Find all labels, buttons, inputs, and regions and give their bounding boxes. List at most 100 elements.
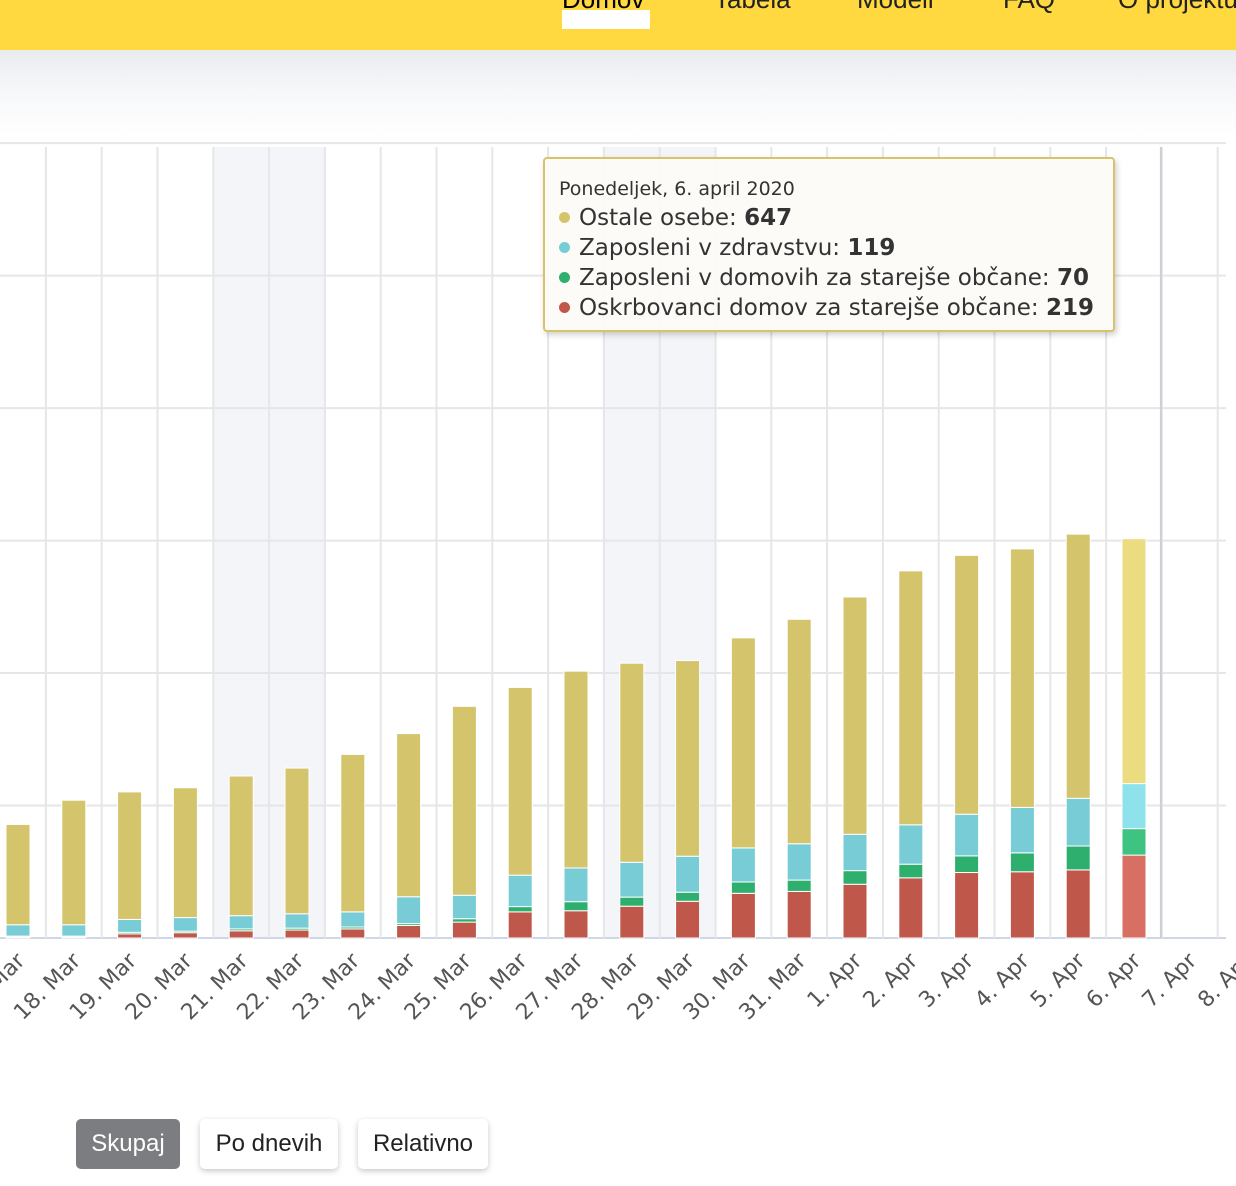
bar-segment[interactable]: [619, 896, 645, 907]
bar-segment[interactable]: [730, 881, 756, 894]
bar-segment[interactable]: [786, 618, 812, 845]
skupaj-button[interactable]: Skupaj: [76, 1119, 180, 1169]
bar-segment[interactable]: [451, 918, 477, 923]
bar-segment[interactable]: [675, 891, 701, 902]
bar-segment[interactable]: [507, 686, 533, 876]
bar-segment[interactable]: [172, 787, 198, 919]
bar-segment[interactable]: [5, 823, 31, 926]
bar-segment[interactable]: [675, 855, 701, 893]
nav-item-modeli[interactable]: Modeli: [857, 0, 934, 15]
bar-segment[interactable]: [1121, 828, 1147, 856]
bar-segment[interactable]: [228, 775, 254, 917]
navbar-shadow: [0, 50, 1236, 136]
tooltip-value: 119: [847, 235, 896, 261]
bar-segment[interactable]: [396, 925, 422, 939]
bar-segment[interactable]: [619, 662, 645, 863]
tooltip-label: Ostale osebe:: [579, 205, 745, 231]
bar-segment[interactable]: [451, 705, 477, 896]
bar-segment[interactable]: [954, 855, 980, 874]
bar-segment[interactable]: [730, 847, 756, 883]
x-tick-label: 6. Apr: [1082, 948, 1147, 1013]
bar-segment[interactable]: [1121, 783, 1147, 830]
bar-segment[interactable]: [1065, 533, 1091, 799]
bar-segment[interactable]: [954, 554, 980, 815]
bar-segment[interactable]: [228, 930, 254, 939]
bar-segment[interactable]: [340, 753, 366, 913]
bar-segment[interactable]: [117, 791, 143, 920]
bar-segment[interactable]: [284, 929, 310, 939]
bar-segment[interactable]: [675, 660, 701, 857]
po-dnevih-button[interactable]: Po dnevih: [200, 1119, 338, 1169]
bar-segment[interactable]: [1065, 797, 1091, 847]
bar-segment[interactable]: [340, 911, 366, 928]
bar-segment[interactable]: [1065, 869, 1091, 939]
bar-segment[interactable]: [898, 824, 924, 865]
bar-segment[interactable]: [396, 896, 422, 925]
bar-segment[interactable]: [5, 924, 31, 937]
bar-segment[interactable]: [842, 596, 868, 835]
bar-segment[interactable]: [786, 879, 812, 892]
bar-segment[interactable]: [563, 910, 589, 939]
bar-segment[interactable]: [396, 733, 422, 898]
bar-segment[interactable]: [507, 911, 533, 939]
bar-segment[interactable]: [898, 863, 924, 879]
bar-segment[interactable]: [619, 861, 645, 898]
bar-segment[interactable]: [507, 874, 533, 908]
zdravstvo-dot-icon: [559, 242, 570, 253]
bar-segment[interactable]: [1009, 548, 1035, 808]
nav-item-o-projektu[interactable]: O projektu: [1118, 0, 1236, 15]
bar-segment[interactable]: [117, 918, 143, 933]
bar-segment[interactable]: [954, 872, 980, 939]
bar-segment[interactable]: [61, 924, 87, 937]
bar-segment[interactable]: [172, 932, 198, 939]
nav-item-faq[interactable]: FAQ: [1003, 0, 1055, 15]
bar-segment[interactable]: [563, 670, 589, 869]
bar-segment[interactable]: [1065, 845, 1091, 871]
bar-segment[interactable]: [730, 637, 756, 849]
bar-segment[interactable]: [1009, 806, 1035, 854]
bar-segment[interactable]: [228, 915, 254, 930]
oskrbovanci-dot-icon: [559, 302, 570, 313]
domovi-zaposleni-dot-icon: [559, 272, 570, 283]
bar-segment[interactable]: [451, 921, 477, 939]
bar-segment[interactable]: [842, 833, 868, 872]
bar-segment[interactable]: [675, 900, 701, 939]
bar-segment[interactable]: [1121, 854, 1147, 939]
tooltip-label: Zaposleni v domovih za starejše občane:: [579, 265, 1057, 291]
nav-item-tabela[interactable]: Tabela: [714, 0, 791, 15]
nav-item-domov[interactable]: Domov: [562, 0, 644, 15]
bar-segment[interactable]: [61, 799, 87, 926]
bar-segment[interactable]: [730, 892, 756, 939]
bar-segment[interactable]: [786, 843, 812, 881]
bar-segment[interactable]: [898, 877, 924, 939]
bar-segment[interactable]: [619, 905, 645, 939]
top-navbar: Domov Tabela Modeli FAQ O projektu: [0, 0, 1236, 50]
bar-segment[interactable]: [954, 813, 980, 857]
x-tick-label: 8. Apr: [1193, 948, 1236, 1013]
bar-segment[interactable]: [507, 906, 533, 913]
x-tick-label: 3. Apr: [914, 948, 979, 1013]
bar-segment[interactable]: [898, 570, 924, 826]
bar-segment[interactable]: [451, 894, 477, 920]
nav-active-indicator: [562, 10, 650, 29]
bar-segment[interactable]: [172, 917, 198, 932]
bar-segment[interactable]: [842, 883, 868, 939]
tooltip-row-ostale: Ostale osebe: 647: [559, 203, 1113, 233]
bar-segment[interactable]: [1009, 852, 1035, 873]
x-tick-label: 2. Apr: [859, 948, 924, 1013]
bar-segment[interactable]: [284, 767, 310, 915]
bar-segment[interactable]: [117, 933, 143, 939]
tooltip-value: 70: [1057, 265, 1090, 291]
bar-segment[interactable]: [340, 928, 366, 939]
tooltip-value: 647: [744, 205, 793, 231]
bar-segment[interactable]: [842, 870, 868, 885]
bar-segment[interactable]: [284, 913, 310, 929]
relativno-button[interactable]: Relativno: [358, 1119, 488, 1169]
bar-segment[interactable]: [1009, 871, 1035, 939]
chart-tooltip: Ponedeljek, 6. april 2020 Ostale osebe: …: [543, 157, 1115, 332]
bar-segment[interactable]: [563, 867, 589, 903]
bar-segment[interactable]: [1121, 538, 1147, 785]
bar-segment[interactable]: [786, 890, 812, 939]
tooltip-value: 219: [1045, 295, 1094, 321]
bar-segment[interactable]: [563, 901, 589, 912]
